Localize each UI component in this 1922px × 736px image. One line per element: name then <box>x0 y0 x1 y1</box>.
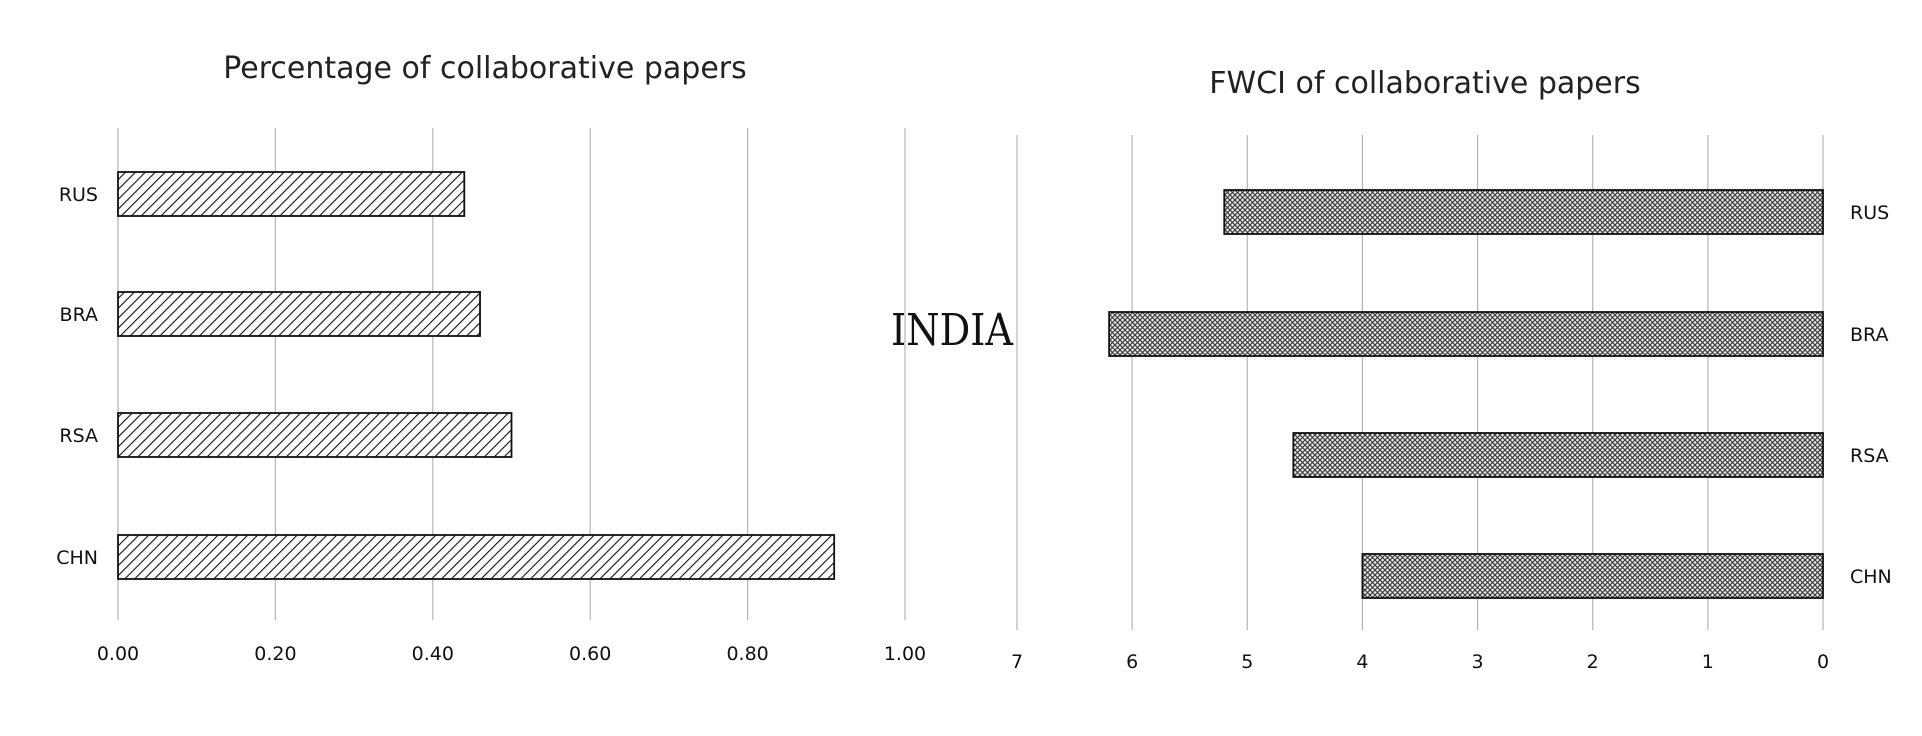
right-bar-rsa <box>1292 432 1824 478</box>
left-category-label: BRA <box>60 304 98 326</box>
right-x-tick-label: 3 <box>1472 651 1484 673</box>
right-x-tick-label: 5 <box>1241 651 1253 673</box>
right-category-labels: RUS BRA RSA CHN <box>1850 202 1892 588</box>
right-category-label: RUS <box>1850 202 1889 224</box>
left-chart-title: Percentage of collaborative papers <box>223 51 747 86</box>
left-bar-rsa <box>117 412 513 458</box>
left-bar-rus <box>117 171 466 217</box>
right-category-label: BRA <box>1850 324 1888 346</box>
right-x-tick-labels: 7 6 5 4 3 2 1 0 <box>1011 651 1829 673</box>
left-category-label: RSA <box>59 425 98 447</box>
left-category-label: CHN <box>56 547 98 569</box>
right-x-tick-label: 0 <box>1817 651 1829 673</box>
left-x-tick-label: 0.20 <box>254 643 296 665</box>
left-bar-bra <box>117 291 481 337</box>
right-bar-rus <box>1223 189 1824 235</box>
right-x-tick-label: 4 <box>1356 651 1368 673</box>
left-x-tick-label: 0.00 <box>97 643 139 665</box>
left-category-label: RUS <box>59 184 98 206</box>
right-chart: FWCI of collaborative papers RUS BRA RSA CH… <box>1011 66 1892 673</box>
left-x-tick-label: 1.00 <box>884 643 926 665</box>
right-bar-bra <box>1108 311 1824 357</box>
right-x-tick-label: 1 <box>1702 651 1714 673</box>
right-x-tick-label: 7 <box>1011 651 1023 673</box>
right-chart-title: FWCI of collaborative papers <box>1209 66 1640 101</box>
right-x-tick-label: 2 <box>1587 651 1599 673</box>
center-label: INDIA <box>891 305 1014 356</box>
right-bars <box>1108 189 1824 599</box>
right-category-label: CHN <box>1850 566 1892 588</box>
left-x-tick-label: 0.60 <box>569 643 611 665</box>
left-category-labels: RUS BRA RSA CHN <box>56 184 98 569</box>
left-bars <box>117 171 836 580</box>
left-x-tick-label: 0.80 <box>726 643 768 665</box>
left-bar-chn <box>117 534 836 580</box>
right-x-tick-label: 6 <box>1126 651 1138 673</box>
right-category-label: RSA <box>1850 445 1889 467</box>
left-chart: Percentage of collaborative papers RUS BR… <box>56 51 926 665</box>
left-x-tick-label: 0.40 <box>412 643 454 665</box>
left-x-tick-labels: 0.00 0.20 0.40 0.60 0.80 1.00 <box>97 643 926 665</box>
right-bar-chn <box>1361 553 1824 599</box>
